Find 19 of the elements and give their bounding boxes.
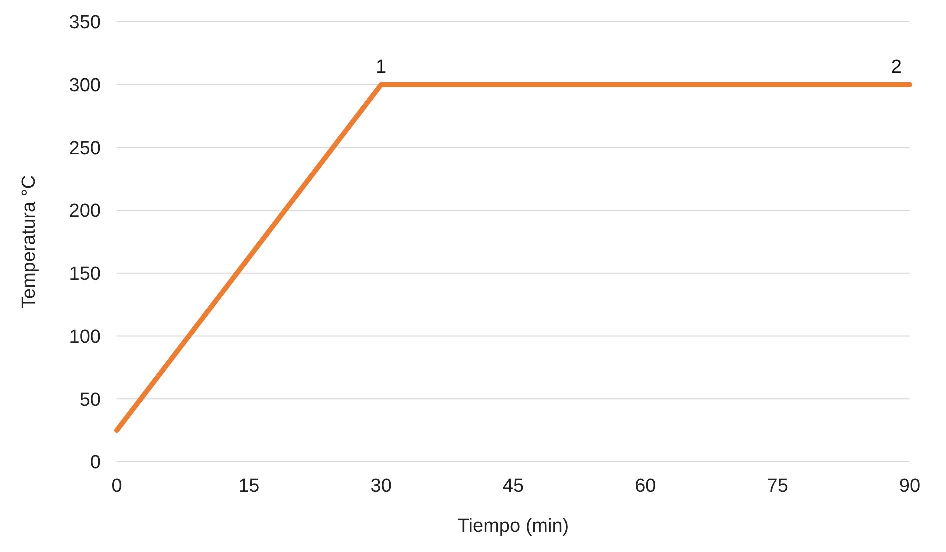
y-tick-label: 250	[69, 138, 101, 160]
y-tick-label: 0	[90, 452, 101, 474]
y-tick-label: 350	[69, 12, 101, 34]
annotation: 1	[376, 56, 387, 78]
y-tick-label: 100	[69, 326, 101, 348]
y-tick-label: 150	[69, 264, 101, 286]
x-tick-label: 75	[767, 476, 788, 497]
x-tick-label: 45	[502, 476, 524, 497]
annotation: 2	[891, 56, 902, 78]
x-tick-label: 90	[899, 476, 921, 497]
x-axis-title: Tiempo (min)	[458, 516, 570, 537]
x-tick-label: 30	[370, 476, 392, 497]
x-tick-label: 60	[635, 476, 656, 497]
y-tick-label: 50	[80, 390, 101, 411]
x-tick-label: 15	[238, 476, 260, 497]
x-tick-label: 0	[112, 476, 122, 497]
y-tick-label: 200	[69, 201, 101, 222]
y-axis-title: Temperatura °C	[19, 175, 40, 309]
y-tick-label: 300	[69, 76, 101, 97]
